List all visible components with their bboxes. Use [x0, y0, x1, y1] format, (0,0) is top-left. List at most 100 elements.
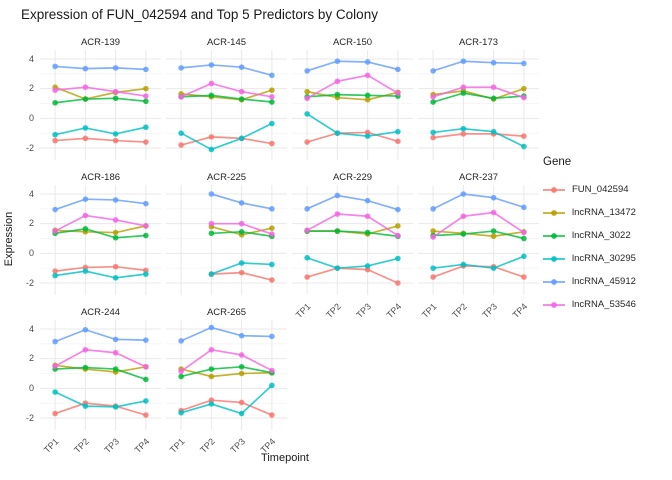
- data-point: [82, 196, 89, 202]
- data-point: [82, 403, 89, 409]
- series-line-lncRNA_53546: [55, 86, 146, 97]
- series-line-lncRNA_13472: [54, 86, 146, 100]
- data-point: [238, 269, 245, 276]
- data-point: [269, 206, 275, 212]
- legend-key-point: [551, 186, 557, 193]
- series-line-lncRNA_3022: [433, 230, 525, 240]
- legend-key-point: [551, 301, 557, 308]
- legend-key-icon: [543, 255, 565, 262]
- data-point: [238, 96, 245, 102]
- data-point: [490, 209, 497, 216]
- series-points-lncRNA_30295: [208, 260, 275, 277]
- data-point: [112, 95, 119, 102]
- series-line-lncRNA_45912: [306, 194, 399, 211]
- y-tick-label: 0: [28, 382, 34, 393]
- data-point: [82, 65, 89, 72]
- facet-panel-ACR-237: TP1 TP2 TP3 TP4: [418, 185, 539, 320]
- legend-key-icon: [543, 278, 565, 285]
- data-point: [395, 128, 401, 135]
- series-points-lncRNA_30295: [430, 253, 527, 271]
- facet-panel-ACR-225: [166, 185, 287, 295]
- data-point: [364, 92, 371, 99]
- data-point: [208, 373, 215, 380]
- data-point: [208, 92, 215, 99]
- data-point: [269, 412, 275, 418]
- data-point: [395, 280, 401, 286]
- data-point: [178, 410, 184, 416]
- data-point: [395, 223, 401, 229]
- facet-strip-label: ACR-150: [332, 37, 373, 48]
- series-points-lncRNA_30295: [52, 268, 149, 281]
- facet-strip-label: ACR-237: [458, 172, 499, 183]
- series-line-lncRNA_3022: [432, 92, 524, 103]
- data-point: [208, 146, 215, 153]
- data-point: [269, 382, 275, 389]
- y-tick-label: -2: [25, 412, 34, 423]
- data-point: [178, 373, 184, 380]
- legend-key-point: [551, 209, 557, 216]
- y-axis-title: Expression: [3, 211, 15, 267]
- data-point: [143, 337, 149, 343]
- data-point: [178, 338, 184, 344]
- series-points-lncRNA_30295: [304, 111, 401, 139]
- data-point: [269, 277, 275, 283]
- data-point: [460, 191, 467, 197]
- series-line-lncRNA_53546: [180, 348, 273, 372]
- facet-strip-label: ACR-173: [458, 37, 499, 48]
- x-tick-label: TP4: [133, 436, 152, 455]
- data-point: [52, 363, 58, 369]
- series-points-lncRNA_53546: [430, 209, 527, 240]
- data-point: [430, 94, 436, 100]
- data-point: [334, 58, 341, 65]
- data-point: [269, 333, 275, 340]
- x-tick-label: TP1: [420, 301, 439, 320]
- data-point: [52, 228, 58, 234]
- data-point: [269, 72, 275, 79]
- data-point: [460, 84, 467, 90]
- data-point: [52, 206, 58, 213]
- data-point: [143, 364, 149, 370]
- y-tick-label: 2: [28, 83, 34, 94]
- data-point: [208, 220, 215, 227]
- series-points-lncRNA_3022: [52, 95, 149, 106]
- data-point: [460, 58, 467, 65]
- data-point: [238, 88, 245, 95]
- data-point: [112, 88, 119, 95]
- data-point: [143, 223, 149, 229]
- data-point: [82, 326, 89, 333]
- data-point: [52, 410, 58, 417]
- series-points-FUN_042594: [52, 135, 149, 145]
- x-tick-label: TP4: [511, 301, 530, 320]
- data-point: [112, 229, 119, 236]
- data-point: [143, 98, 149, 105]
- data-point: [82, 96, 89, 102]
- data-point: [269, 87, 275, 93]
- data-point: [143, 376, 149, 383]
- series-points-lncRNA_45912: [178, 62, 275, 79]
- data-point: [269, 261, 275, 268]
- data-point: [304, 139, 310, 145]
- x-axis-title: Timepoint: [261, 452, 309, 464]
- data-point: [143, 271, 149, 277]
- data-point: [521, 235, 527, 242]
- data-point: [460, 213, 467, 220]
- data-point: [52, 338, 58, 345]
- data-point: [490, 228, 497, 234]
- data-point: [52, 131, 58, 138]
- y-tick-label: -2: [25, 277, 34, 288]
- data-point: [269, 94, 275, 100]
- data-point: [238, 364, 245, 370]
- x-tick-label: TP2: [450, 301, 469, 320]
- data-point: [208, 191, 215, 197]
- data-point: [395, 90, 401, 96]
- series-line-lncRNA_53546: [54, 348, 147, 368]
- series-line-lncRNA_13472: [55, 364, 147, 373]
- series-line-lncRNA_45912: [54, 198, 146, 211]
- legend-item-label: lncRNA_30295: [572, 253, 636, 264]
- data-point: [395, 232, 401, 239]
- data-point: [52, 272, 58, 279]
- series-line-lncRNA_3022: [180, 365, 273, 378]
- series-points-lncRNA_45912: [430, 191, 527, 212]
- legend-key-icon: [543, 301, 565, 308]
